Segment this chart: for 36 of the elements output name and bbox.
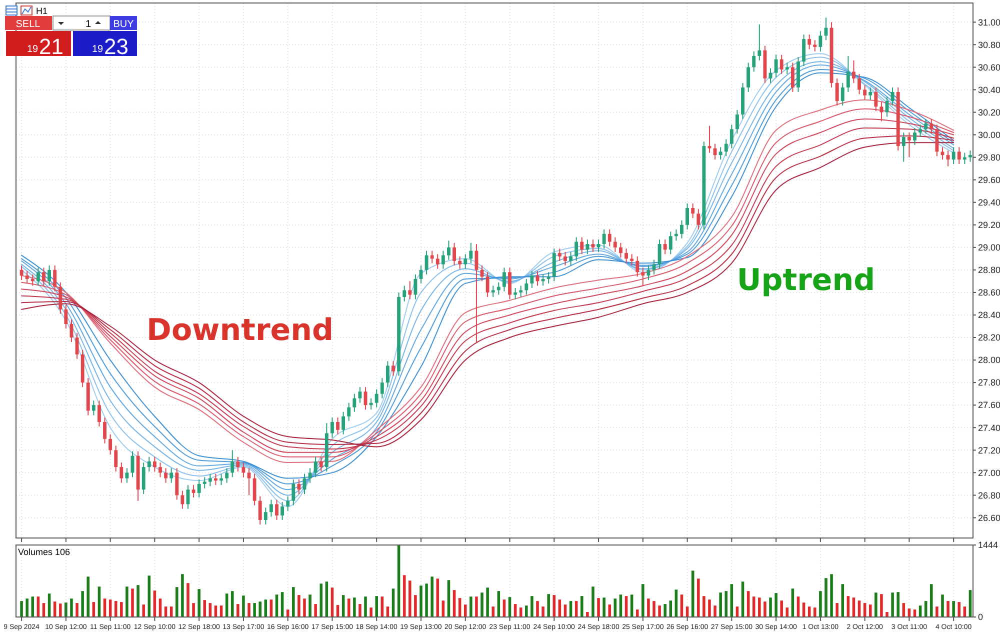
y-tick-label: 29.40 — [978, 198, 1000, 208]
annotation: Uptrend — [736, 263, 876, 298]
y-tick-label: 27.00 — [978, 468, 1000, 478]
annotation: 21 — [39, 34, 64, 59]
y-tick-label: 29.00 — [978, 242, 1000, 253]
y-tick-label: 28.80 — [978, 265, 1000, 276]
y-tick-label: 28.20 — [978, 332, 1000, 343]
annotation: 1 — [85, 19, 92, 30]
chart-title: Volumes 106 — [18, 547, 70, 557]
y-tick-label: 27.20 — [978, 445, 1000, 456]
y-tick-label: 30.40 — [978, 84, 1000, 95]
y-tick-label: 27.60 — [978, 400, 1000, 410]
y-tick-label: 30.20 — [978, 107, 1000, 118]
y-tick-label: 0 — [978, 612, 984, 622]
y-tick-label: 27.80 — [978, 378, 1000, 388]
chart-title: H1 — [36, 6, 48, 16]
annotation: 23 — [104, 34, 128, 59]
y-tick-label: 28.00 — [978, 355, 1000, 366]
y-tick-label: 28.40 — [978, 310, 1000, 320]
annotation: 19 — [27, 44, 39, 55]
y-tick-label: 26.60 — [978, 512, 1000, 523]
annotation: BUY — [113, 19, 134, 30]
y-tick-label: 28.60 — [978, 288, 1000, 298]
y-tick-label: 29.80 — [978, 152, 1000, 162]
annotation: 19 — [92, 44, 104, 55]
y-tick-label: 30.80 — [978, 40, 1000, 50]
annotation: SELL — [16, 19, 41, 30]
y-tick-label: 29.20 — [978, 220, 1000, 230]
y-tick-label: 27.40 — [978, 422, 1000, 433]
y-tick-label: 30.00 — [978, 130, 1000, 140]
y-tick-label: 1444 — [978, 540, 998, 550]
y-tick-label: 30.60 — [978, 62, 1000, 72]
annotation: Downtrend — [146, 313, 334, 348]
y-tick-label: 29.60 — [978, 174, 1000, 185]
y-tick-label: 31.00 — [978, 17, 1000, 28]
y-tick-label: 26.80 — [978, 490, 1000, 500]
